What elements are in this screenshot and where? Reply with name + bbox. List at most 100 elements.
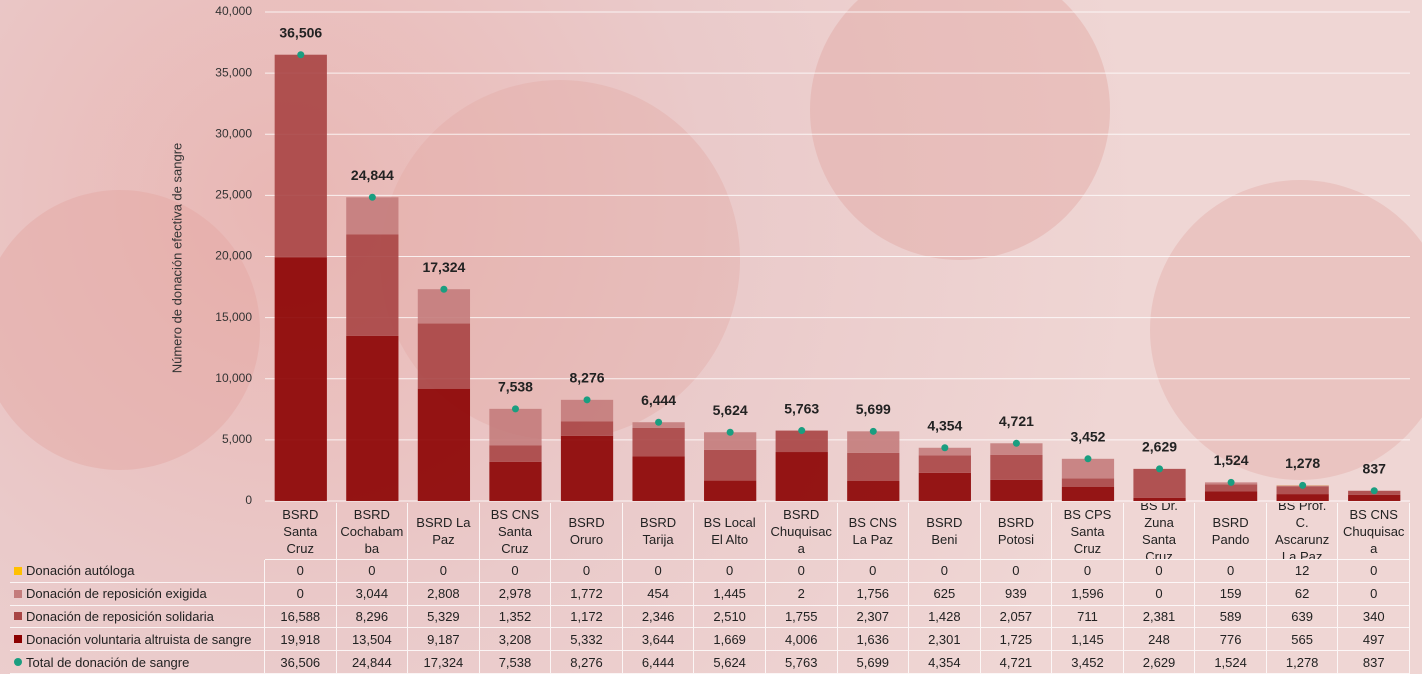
table-value: 2,978 (480, 583, 552, 606)
table-value: 2,510 (694, 606, 766, 629)
table-value: 7,538 (480, 651, 552, 674)
table-value: 0 (909, 560, 981, 583)
bar-segment (990, 455, 1042, 480)
bg-shape (810, 0, 1110, 260)
total-label: 3,452 (1070, 429, 1105, 445)
table-value: 340 (1338, 606, 1410, 629)
table-value: 0 (766, 560, 838, 583)
bar-segment (346, 234, 398, 335)
legend-entry: Donación voluntaria altruista de sangre (10, 628, 265, 651)
bar-segment (776, 452, 828, 501)
table-value: 2,629 (1124, 651, 1196, 674)
table-value: 13,504 (337, 628, 409, 651)
bar-segment (489, 409, 541, 445)
table-value: 4,354 (909, 651, 981, 674)
bg-shape (0, 190, 260, 470)
bar-segment (561, 436, 613, 501)
y-tick-label: 40,000 (215, 4, 252, 18)
bar-segment (346, 336, 398, 501)
legend-text: Donación de reposición exigida (26, 585, 207, 602)
legend-entry: Total de donación de sangre (10, 651, 265, 674)
table-value: 1,636 (838, 628, 910, 651)
bar-segment (418, 324, 470, 389)
table-value: 0 (337, 560, 409, 583)
table-value: 4,721 (981, 651, 1053, 674)
category-label: BSRD Beni (909, 503, 981, 560)
table-value: 159 (1195, 583, 1267, 606)
table-value: 639 (1267, 606, 1339, 629)
table-value: 1,352 (480, 606, 552, 629)
total-marker (941, 444, 948, 451)
table-value: 2,057 (981, 606, 1053, 629)
y-tick-label: 0 (245, 493, 252, 507)
legend-swatch (14, 612, 22, 620)
table-value: 0 (1052, 560, 1124, 583)
total-marker (870, 428, 877, 435)
table-value: 0 (1195, 560, 1267, 583)
legend-text: Donación voluntaria altruista de sangre (26, 631, 251, 648)
table-value: 1,172 (551, 606, 623, 629)
table-value: 5,332 (551, 628, 623, 651)
table-value: 1,772 (551, 583, 623, 606)
y-tick-label: 10,000 (215, 371, 252, 385)
table-value: 24,844 (337, 651, 409, 674)
total-label: 7,538 (498, 379, 533, 395)
table-value: 776 (1195, 628, 1267, 651)
bar-segment (1205, 492, 1257, 501)
bar-segment (847, 453, 899, 481)
table-value: 4,006 (766, 628, 838, 651)
table-value: 1,755 (766, 606, 838, 629)
total-label: 8,276 (570, 370, 605, 386)
table-value: 3,208 (480, 628, 552, 651)
table-value: 0 (265, 583, 337, 606)
category-label: BSRD Potosi (981, 503, 1053, 560)
table-value: 0 (1338, 560, 1410, 583)
legend-swatch (14, 590, 22, 598)
table-value: 0 (981, 560, 1053, 583)
y-tick-label: 35,000 (215, 65, 252, 79)
total-label: 837 (1363, 460, 1387, 476)
total-marker (798, 427, 805, 434)
total-marker (1013, 440, 1020, 447)
category-label: BSRD Tarija (623, 503, 695, 560)
total-marker (1299, 482, 1306, 489)
total-marker (1228, 479, 1235, 486)
total-label: 5,763 (784, 400, 819, 416)
table-value: 16,588 (265, 606, 337, 629)
table-value: 1,278 (1267, 651, 1339, 674)
table-value: 454 (623, 583, 695, 606)
total-marker (727, 429, 734, 436)
total-label: 1,524 (1214, 452, 1249, 468)
category-label: BS CNS Chuquisaca (1338, 503, 1410, 560)
category-label: BSRD Santa Cruz (265, 503, 337, 560)
bar-segment (632, 456, 684, 501)
table-value: 0 (1124, 583, 1196, 606)
bar-segment (704, 481, 756, 501)
total-marker (1084, 455, 1091, 462)
category-label: BSRD Oruro (551, 503, 623, 560)
bar-segment (275, 55, 327, 258)
table-value: 5,624 (694, 651, 766, 674)
table-value: 0 (623, 560, 695, 583)
bar-segment (1277, 494, 1329, 501)
legend-text: Total de donación de sangre (26, 654, 189, 671)
total-marker (1371, 487, 1378, 494)
bar-segment (1133, 469, 1185, 498)
y-tick-label: 20,000 (215, 249, 252, 263)
table-value: 9,187 (408, 628, 480, 651)
bar-segment (561, 421, 613, 435)
table-value: 1,145 (1052, 628, 1124, 651)
y-tick-label: 15,000 (215, 310, 252, 324)
bar-segment (1348, 495, 1400, 501)
bar-segment (919, 455, 971, 472)
table-value: 17,324 (408, 651, 480, 674)
total-marker (369, 194, 376, 201)
table-value: 1,725 (981, 628, 1053, 651)
table-value: 5,763 (766, 651, 838, 674)
table-value: 1,524 (1195, 651, 1267, 674)
bar-segment (1062, 487, 1114, 501)
bar-segment (275, 258, 327, 501)
y-tick-label: 30,000 (215, 126, 252, 140)
table-value: 497 (1338, 628, 1410, 651)
bar-segment (489, 462, 541, 501)
